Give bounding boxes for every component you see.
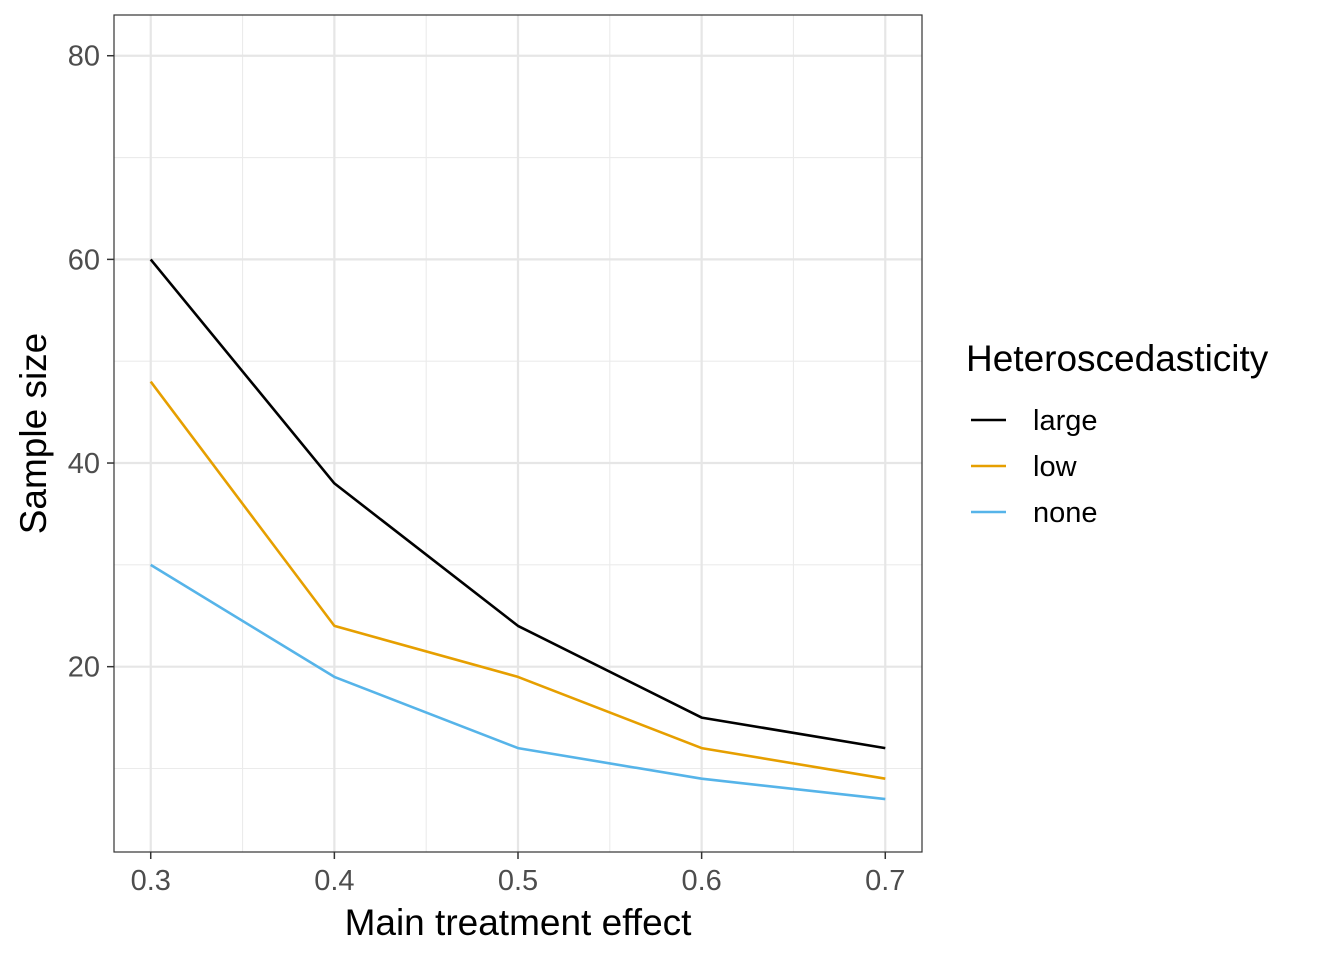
legend-title: Heteroscedasticity: [966, 338, 1269, 379]
x-tick-label-4: 0.7: [865, 865, 905, 897]
y-tick-label-0: 20: [68, 652, 100, 684]
x-tick-label-1: 0.4: [314, 865, 354, 897]
legend-label-large: large: [1033, 405, 1098, 437]
series-lines: [149, 258, 886, 801]
y-axis-title: Sample size: [13, 333, 54, 535]
x-axis-title: Main treatment effect: [345, 902, 693, 943]
x-tick-label-0: 0.3: [131, 865, 171, 897]
series-line-large: [149, 258, 886, 750]
legend-items: large low none: [971, 405, 1098, 529]
legend-label-low: low: [1033, 451, 1078, 483]
grid-major-lines: [114, 15, 922, 852]
y-axis: 20 40 60 80: [68, 41, 114, 684]
legend: Heteroscedasticity large low none: [966, 338, 1269, 529]
y-tick-label-3: 80: [68, 41, 100, 73]
y-tick-label-2: 60: [68, 244, 100, 276]
series-line-low: [149, 380, 886, 780]
series-line-none: [150, 563, 886, 801]
x-tick-label-2: 0.5: [498, 865, 538, 897]
x-axis: 0.3 0.4 0.5 0.6 0.7: [131, 852, 905, 897]
x-tick-label-3: 0.6: [681, 865, 721, 897]
y-tick-label-1: 40: [68, 448, 100, 480]
legend-label-none: none: [1033, 497, 1098, 529]
